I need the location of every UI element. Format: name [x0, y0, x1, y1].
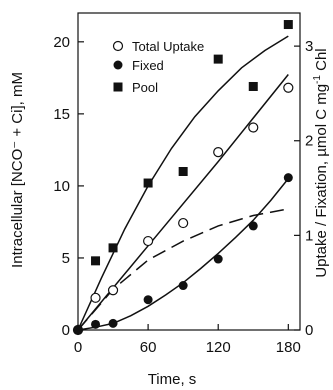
legend: Total Uptake Fixed Pool [112, 39, 204, 95]
x-tick-label: 60 [140, 339, 157, 356]
data-point-series-0 [213, 147, 224, 158]
data-point-series-2 [108, 243, 118, 253]
y-tick-label-right: 1 [305, 227, 313, 244]
y-tick-label-left: 20 [53, 34, 70, 51]
y-tick-label-left: 10 [53, 178, 70, 195]
data-point-series-1 [73, 325, 83, 335]
fit-line-series-2 [77, 35, 289, 331]
y-tick-label-left: 5 [62, 250, 70, 267]
data-point-series-2 [143, 178, 153, 188]
x-axis-label: Time, s [148, 371, 197, 388]
plot-frame [77, 12, 301, 331]
data-point-series-1 [108, 318, 118, 328]
data-point-series-0 [248, 122, 259, 133]
legend-label-pool: Pool [132, 80, 158, 95]
data-point-series-0 [143, 235, 154, 247]
data-point-series-1 [178, 281, 188, 291]
data-point-series-2 [178, 167, 188, 176]
data-point-series-0 [90, 292, 101, 303]
fit-line-series-1 [77, 178, 289, 331]
x-tick-label: 180 [276, 339, 301, 356]
data-point-series-1 [91, 319, 101, 329]
data-point-series-0 [107, 285, 119, 296]
legend-label-total-uptake: Total Uptake [132, 39, 204, 54]
legend-marker-fixed [113, 60, 123, 70]
data-point-series-2 [91, 256, 101, 266]
legend-label-fixed: Fixed [132, 58, 164, 73]
data-point-series-1 [248, 221, 258, 231]
y-tick-label-left: 15 [53, 106, 70, 123]
y-axis-label-right: Uptake / Fixation, µmol C mg-1 Chl [312, 48, 330, 277]
data-point-series-1 [213, 254, 223, 264]
data-point-series-2 [283, 20, 293, 30]
data-point-series-0 [178, 217, 189, 229]
x-tick-label: 0 [74, 339, 82, 356]
data-point-series-0 [283, 82, 294, 93]
y-tick-label-right: 3 [305, 38, 313, 55]
data-point-series-2 [213, 54, 223, 64]
y-tick-label-left: 0 [62, 322, 70, 339]
data-point-series-1 [143, 295, 153, 305]
data-points-layer [72, 20, 294, 336]
legend-marker-total-uptake [112, 40, 124, 52]
y-tick-label-right: 2 [305, 133, 313, 150]
data-point-series-1 [283, 173, 293, 183]
legend-marker-pool [113, 82, 123, 92]
data-point-series-2 [248, 81, 258, 91]
y-tick-label-right: 0 [305, 322, 313, 339]
y-axis-label-left: Intracellular [NCO⁻ + Ci], mM [9, 72, 26, 268]
x-tick-label: 120 [206, 339, 231, 356]
